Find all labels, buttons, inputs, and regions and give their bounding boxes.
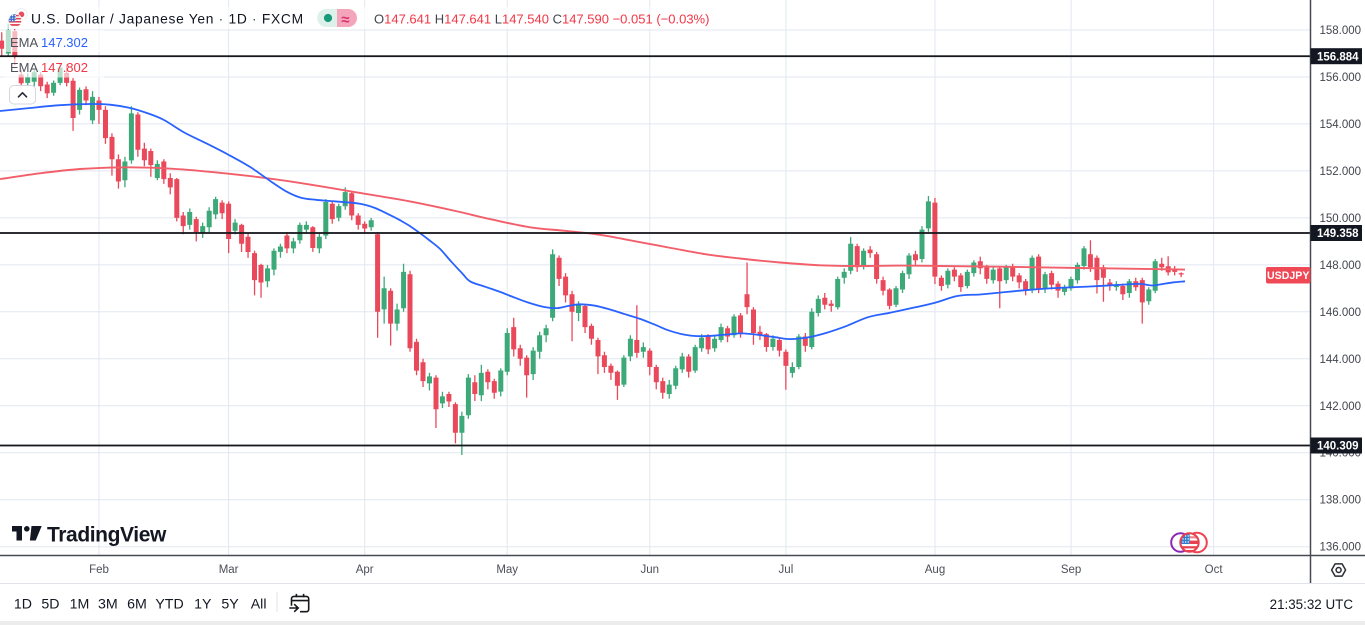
svg-text:May: May (496, 564, 518, 576)
svg-text:Aug: Aug (925, 564, 945, 576)
svg-text:Jun: Jun (641, 564, 660, 576)
svg-text:146.000: 146.000 (1320, 307, 1362, 319)
svg-text:Jul: Jul (779, 564, 794, 576)
svg-text:TradingView: TradingView (47, 524, 167, 547)
svg-text:152.000: 152.000 (1320, 166, 1362, 178)
svg-text:154.000: 154.000 (1320, 119, 1362, 131)
svg-text:1D: 1D (14, 597, 32, 613)
svg-text:142.000: 142.000 (1320, 401, 1362, 413)
svg-text:3M: 3M (98, 597, 118, 613)
svg-text:148.000: 148.000 (1320, 260, 1362, 272)
svg-text:EMA 147.802: EMA 147.802 (10, 60, 88, 75)
svg-text:O147.641 H147.641 L147.540 C14: O147.641 H147.641 L147.540 C147.590 −0.0… (374, 12, 709, 27)
svg-text:156.000: 156.000 (1320, 72, 1362, 84)
svg-text:1Y: 1Y (194, 597, 212, 613)
svg-text:156.884: 156.884 (1317, 51, 1359, 63)
svg-text:150.000: 150.000 (1320, 213, 1362, 225)
svg-text:6M: 6M (127, 597, 147, 613)
svg-text:Sep: Sep (1061, 564, 1081, 576)
svg-text:U.S. Dollar / Japanese Yen · 1: U.S. Dollar / Japanese Yen · 1D · FXCM (31, 12, 304, 27)
svg-text:140.309: 140.309 (1317, 441, 1359, 453)
svg-text:USDJPY: USDJPY (1267, 270, 1309, 282)
svg-text:5D: 5D (41, 597, 59, 613)
svg-text:138.000: 138.000 (1320, 495, 1362, 507)
svg-text:Mar: Mar (219, 564, 239, 576)
svg-text:136.000: 136.000 (1320, 542, 1362, 554)
svg-text:158.000: 158.000 (1320, 25, 1362, 37)
svg-text:144.000: 144.000 (1320, 354, 1362, 366)
svg-text:Oct: Oct (1205, 564, 1224, 576)
svg-text:Apr: Apr (356, 564, 374, 576)
svg-text:Feb: Feb (89, 564, 109, 576)
svg-text:149.358: 149.358 (1317, 228, 1359, 240)
svg-text:YTD: YTD (155, 597, 183, 613)
svg-text:EMA 147.302: EMA 147.302 (10, 35, 88, 50)
svg-text:≈: ≈ (341, 11, 349, 28)
svg-text:All: All (251, 597, 267, 613)
svg-text:1M: 1M (70, 597, 90, 613)
svg-text:21:35:32 UTC: 21:35:32 UTC (1270, 597, 1354, 612)
svg-text:5Y: 5Y (221, 597, 239, 613)
